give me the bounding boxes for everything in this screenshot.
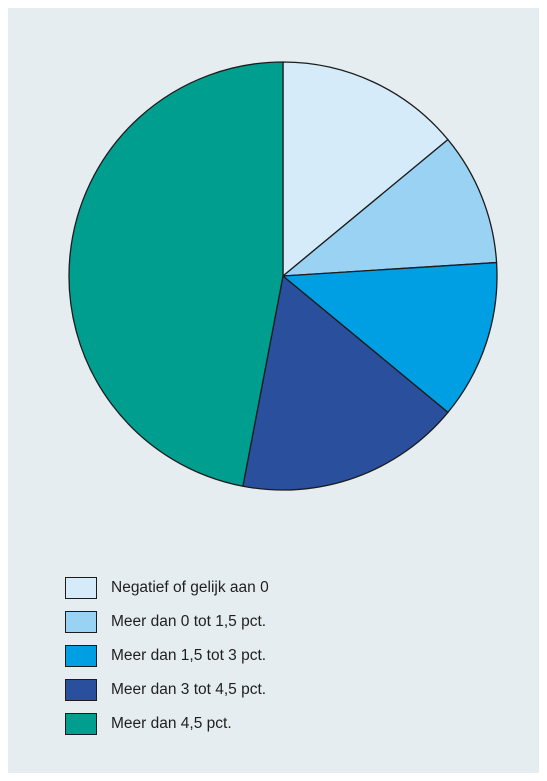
legend-label: Meer dan 3 tot 4,5 pct. [111, 681, 267, 698]
pie-slice-3 [282, 261, 498, 414]
pie-slice-4 [242, 275, 449, 491]
legend-item: Meer dan 4,5 pct. [65, 707, 269, 741]
legend-label: Negatief of gelijk aan 0 [111, 579, 269, 596]
pie-slice-5 [68, 61, 284, 487]
pie-chart [68, 61, 498, 491]
legend-swatch [65, 645, 97, 667]
chart-panel: Negatief of gelijk aan 0 Meer dan 0 tot … [8, 8, 539, 773]
pie-slice-2 [282, 138, 498, 277]
legend-label: Meer dan 4,5 pct. [111, 715, 232, 732]
legend-label: Meer dan 1,5 tot 3 pct. [111, 647, 267, 664]
pie-slice-1 [282, 61, 449, 277]
legend-label: Meer dan 0 tot 1,5 pct. [111, 613, 267, 630]
legend-item: Meer dan 0 tot 1,5 pct. [65, 605, 269, 639]
legend-swatch [65, 713, 97, 735]
legend-item: Negatief of gelijk aan 0 [65, 571, 269, 605]
legend-item: Meer dan 3 tot 4,5 pct. [65, 673, 269, 707]
legend-swatch [65, 577, 97, 599]
legend-item: Meer dan 1,5 tot 3 pct. [65, 639, 269, 673]
legend: Negatief of gelijk aan 0 Meer dan 0 tot … [65, 571, 269, 741]
legend-swatch [65, 679, 97, 701]
legend-swatch [65, 611, 97, 633]
